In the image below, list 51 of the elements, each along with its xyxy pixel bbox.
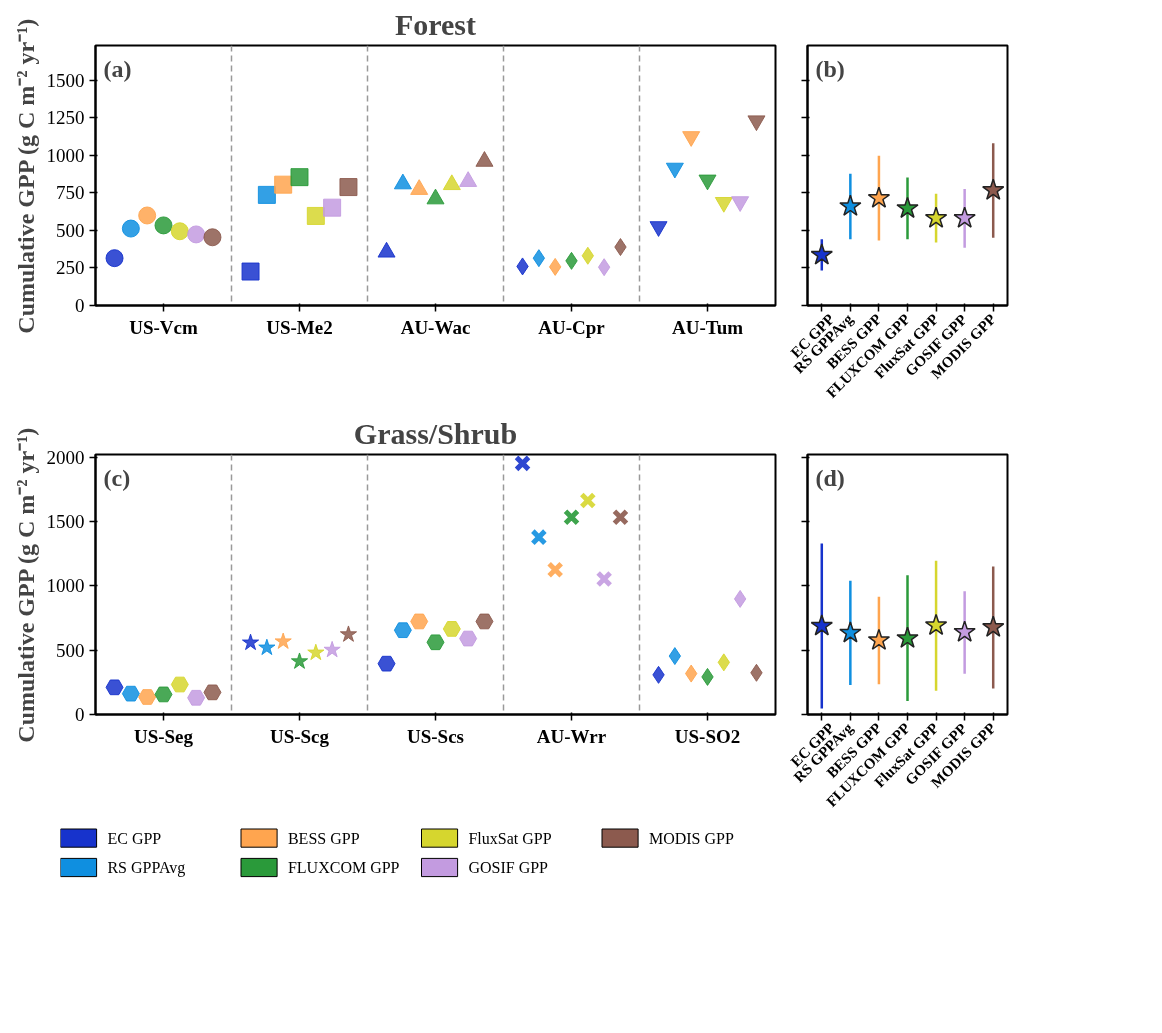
y-axis-title: Cumulative GPP (g C m⁻² yr⁻¹) bbox=[12, 18, 39, 334]
legend-label: RS GPPAvg bbox=[107, 859, 186, 877]
x-tick-label: US-Me2 bbox=[266, 316, 333, 338]
y-tick-label: 500 bbox=[56, 219, 85, 241]
y-tick-label: 1000 bbox=[46, 575, 85, 597]
chart-title: Grass/Shrub bbox=[353, 416, 518, 450]
point bbox=[867, 186, 891, 208]
point bbox=[982, 615, 1005, 637]
annotation: (c) bbox=[103, 464, 131, 491]
x-tick-label: US-Vcm bbox=[129, 316, 198, 338]
y-tick-label: 0 bbox=[75, 295, 85, 316]
y-tick-label: 1500 bbox=[46, 69, 85, 91]
point bbox=[924, 206, 948, 228]
y-tick-label: 750 bbox=[56, 182, 85, 204]
x-tick-label: AU-Wac bbox=[400, 316, 471, 338]
x-tick-label: US-Scs bbox=[407, 725, 465, 747]
point bbox=[924, 613, 948, 636]
point bbox=[982, 178, 1005, 200]
y-tick-label: 250 bbox=[56, 257, 85, 279]
point bbox=[896, 626, 919, 648]
x-tick-label: AU-Cpr bbox=[538, 316, 606, 338]
legend-label: FLUXCOM GPP bbox=[287, 859, 400, 876]
y-tick-label: 500 bbox=[56, 639, 85, 661]
annotation: (b) bbox=[815, 55, 845, 82]
point bbox=[839, 621, 862, 643]
x-tick-label: AU-Tum bbox=[671, 316, 744, 338]
point bbox=[896, 196, 919, 219]
x-tick-label: US-Seg bbox=[133, 725, 194, 747]
y-tick-label: 0 bbox=[75, 704, 85, 725]
point bbox=[810, 243, 833, 265]
legend-label: FluxSat GPP bbox=[468, 829, 552, 847]
y-tick-label: 2000 bbox=[46, 446, 85, 468]
y-tick-label: 1000 bbox=[46, 144, 85, 166]
legend-label: BESS GPP bbox=[287, 829, 360, 847]
y-tick-label: 1500 bbox=[46, 510, 85, 532]
x-tick-label: US-SO2 bbox=[674, 725, 741, 747]
point bbox=[867, 628, 891, 651]
annotation: (a) bbox=[103, 55, 132, 82]
point bbox=[839, 194, 862, 216]
point bbox=[810, 614, 833, 636]
legend-label: EC GPP bbox=[107, 829, 162, 847]
annotation: (d) bbox=[815, 464, 845, 491]
legend-label: MODIS GPP bbox=[648, 829, 734, 847]
legend-label: GOSIF GPP bbox=[468, 859, 549, 876]
y-axis-title: Cumulative GPP (g C m⁻² yr⁻¹) bbox=[12, 427, 39, 743]
chart-title: Forest bbox=[394, 7, 477, 41]
y-tick-label: 1250 bbox=[46, 107, 85, 129]
point bbox=[953, 620, 976, 642]
x-tick-label: AU-Wrr bbox=[536, 725, 607, 747]
x-tick-label: US-Scg bbox=[269, 725, 330, 747]
point bbox=[953, 206, 976, 228]
